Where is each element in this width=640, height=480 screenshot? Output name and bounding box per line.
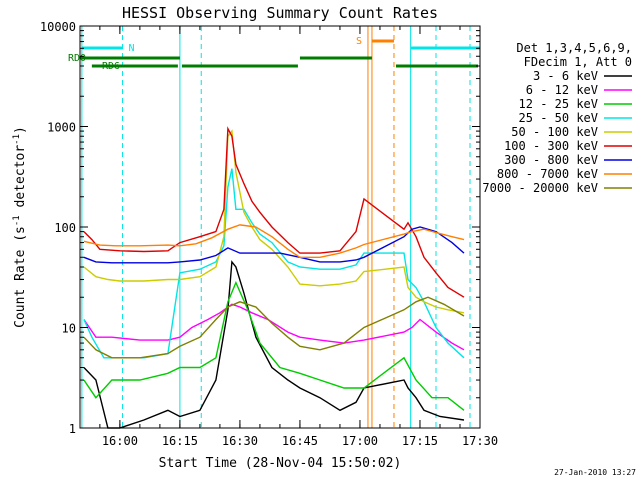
legend-label: 25 - 50 keV xyxy=(519,111,598,125)
legend-label: 800 - 7000 keV xyxy=(497,167,598,181)
footer-date: 27-Jan-2010 13:27 xyxy=(554,468,636,477)
series-line-1 xyxy=(83,303,465,351)
x-tick-label: 16:00 xyxy=(102,434,138,448)
legend-label: 7000 - 20000 keV xyxy=(482,181,598,195)
y-axis: 1 10 100 1000 10000 xyxy=(40,20,480,436)
legend-header-line2: FDecim 1, Att 0 xyxy=(524,55,632,69)
series-line-7 xyxy=(83,224,465,258)
series-line-0 xyxy=(83,260,465,429)
flag-label-s: S xyxy=(356,36,362,47)
x-tick-label: 17:00 xyxy=(342,434,378,448)
x-tick-label: 16:30 xyxy=(222,434,258,448)
flag-label-n: N xyxy=(129,43,135,54)
x-tick-label: 17:30 xyxy=(462,434,498,448)
flag-bars: RD0 RD6 N S xyxy=(68,26,480,428)
flag-label-rd6: RD6 xyxy=(102,61,120,72)
series-line-8 xyxy=(83,296,465,359)
chart-title: HESSI Observing Summary Count Rates xyxy=(122,4,438,22)
y-tick-label: 100 xyxy=(54,221,76,235)
legend-header-line1: Det 1,3,4,5,6,9, xyxy=(516,41,632,55)
legend-label: 100 - 300 keV xyxy=(504,139,598,153)
series-group xyxy=(83,126,465,429)
series-line-2 xyxy=(83,280,465,411)
x-tick-label: 16:15 xyxy=(162,434,198,448)
legend-label: 6 - 12 keV xyxy=(526,83,598,97)
legend-label: 300 - 800 keV xyxy=(504,153,598,167)
legend-label: 3 - 6 keV xyxy=(533,69,598,83)
x-axis-label: Start Time (28-Nov-04 15:50:02) xyxy=(159,456,402,471)
series-line-4 xyxy=(83,129,465,314)
y-tick-label: 1 xyxy=(69,422,76,436)
y-tick-label: 10 xyxy=(62,322,76,336)
series-line-6 xyxy=(83,226,465,264)
x-tick-label: 16:45 xyxy=(282,434,318,448)
flag-label-rd0: RD0 xyxy=(68,53,86,64)
x-tick-label: 17:15 xyxy=(402,434,438,448)
legend-label: 50 - 100 keV xyxy=(511,125,598,139)
y-tick-label: 10000 xyxy=(40,20,76,34)
y-tick-label: 1000 xyxy=(47,121,76,135)
y-axis-label: Count Rate (s-1 detector-1) xyxy=(12,126,28,328)
series-line-5 xyxy=(83,126,465,298)
legend-label: 12 - 25 keV xyxy=(519,97,598,111)
legend: Det 1,3,4,5,6,9, FDecim 1, Att 0 3 - 6 k… xyxy=(482,41,632,195)
x-axis: 16:00 16:15 16:30 16:45 17:00 17:15 17:30 xyxy=(99,26,498,448)
